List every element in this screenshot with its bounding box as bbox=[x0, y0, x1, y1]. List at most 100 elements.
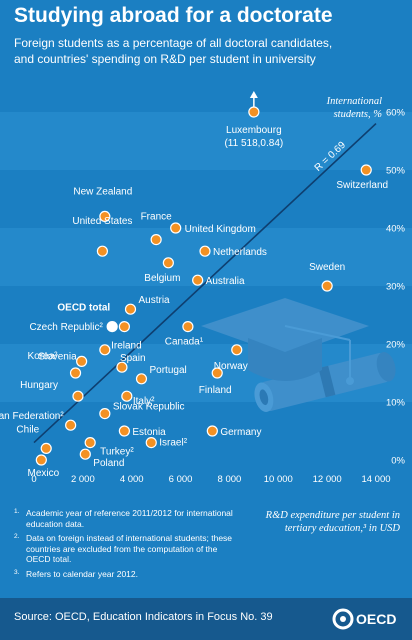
chart-band bbox=[0, 228, 412, 286]
point-10 bbox=[321, 280, 333, 292]
x-tick-label: 4 000 bbox=[120, 474, 144, 485]
point-label: Ireland bbox=[111, 341, 142, 352]
point-27 bbox=[118, 425, 130, 437]
point-31 bbox=[35, 454, 47, 466]
point-label: Estonia bbox=[132, 427, 166, 438]
x-tick-label: 12 000 bbox=[313, 474, 342, 485]
point-21 bbox=[76, 355, 88, 367]
point-label: Germany bbox=[220, 427, 261, 438]
point-1 bbox=[248, 106, 260, 118]
point-label: Israel² bbox=[159, 438, 187, 449]
oecd-logo-mark bbox=[332, 608, 354, 630]
points-layer: Luxembourg (11 518,0.84) Switzerland New Ze… bbox=[0, 91, 388, 479]
x-tick-label: 8 000 bbox=[218, 474, 242, 485]
y-tick-label: 0% bbox=[391, 456, 405, 467]
point-value-label: (11 518,0.84) bbox=[224, 138, 283, 149]
point-18 bbox=[231, 344, 243, 356]
point-label: Spain bbox=[120, 353, 146, 364]
point-13 bbox=[118, 321, 130, 333]
point-label: New Zealand bbox=[73, 186, 132, 197]
point-25 bbox=[99, 408, 111, 420]
footnote-text: Academic year of reference 2011/2012 for… bbox=[26, 508, 233, 529]
point-11 bbox=[124, 303, 137, 315]
point-label: France bbox=[141, 212, 173, 223]
point-24 bbox=[65, 419, 77, 431]
point-label: Chile bbox=[16, 424, 39, 435]
point-label: Portugal bbox=[149, 365, 186, 376]
point-12 bbox=[106, 321, 118, 333]
point-15 bbox=[99, 344, 111, 356]
footnote-1: 1. Academic year of reference 2011/2012 … bbox=[14, 508, 244, 529]
point-label: Australia bbox=[206, 276, 245, 287]
x-axis-title: R&D expenditure per student in tertiary … bbox=[265, 510, 400, 534]
point-label: Russian Federation² bbox=[0, 411, 64, 422]
point-label: Norway bbox=[214, 361, 248, 372]
point-label: Canada¹ bbox=[165, 337, 204, 348]
point-19 bbox=[211, 367, 223, 379]
point-2 bbox=[360, 164, 372, 176]
point-label: Italy² bbox=[133, 396, 155, 407]
subtitle-line-1: Foreign students as a percentage of all … bbox=[14, 36, 333, 50]
up-arrow-icon bbox=[249, 91, 258, 98]
footnote-3: 3. Refers to calendar year 2012. bbox=[14, 569, 244, 580]
trendline bbox=[33, 123, 377, 444]
point-label: Belgium bbox=[144, 273, 180, 284]
point-label: Slovenia bbox=[38, 351, 77, 362]
chart-decor bbox=[201, 298, 396, 412]
y-tick-label: 10% bbox=[386, 398, 406, 409]
footnote-text: Refers to calendar year 2012. bbox=[26, 568, 138, 579]
y-tick-label: 20% bbox=[386, 340, 406, 351]
point-5 bbox=[170, 222, 182, 234]
point-label: Austria bbox=[138, 295, 170, 306]
point-8 bbox=[162, 257, 174, 269]
footnotes: 1. Academic year of reference 2011/2012 … bbox=[14, 508, 244, 583]
point-label: Turkey² bbox=[100, 447, 134, 458]
x-tick-label: 6 000 bbox=[169, 474, 193, 485]
footnote-2: 2. Data on foreign instead of internatio… bbox=[14, 533, 244, 565]
point-14 bbox=[182, 321, 194, 333]
point-29 bbox=[145, 437, 157, 449]
oecd-logo-text: OECD bbox=[356, 611, 397, 627]
source-text: Source: OECD, Education Indicators in Fo… bbox=[14, 611, 273, 623]
point-label: Poland bbox=[93, 458, 124, 469]
point-20 bbox=[121, 390, 133, 402]
y-tick-label: 50% bbox=[386, 166, 406, 177]
point-9 bbox=[192, 274, 204, 286]
point-3 bbox=[99, 210, 111, 222]
point-label: Finland bbox=[199, 385, 232, 396]
point-label: United States bbox=[72, 216, 132, 227]
point-label: Hungary bbox=[20, 380, 58, 391]
y-axis-title-line: students, % bbox=[334, 109, 383, 120]
footnote-mark: 2. bbox=[14, 533, 20, 540]
point-22 bbox=[69, 367, 82, 379]
point-label: Slovak Republic bbox=[113, 402, 185, 413]
y-tick-label: 30% bbox=[386, 282, 406, 293]
chart-band bbox=[0, 112, 412, 170]
point-label: Netherlands bbox=[213, 247, 267, 258]
footnote-mark: 3. bbox=[14, 568, 20, 576]
y-axis-title-line: International bbox=[326, 96, 382, 107]
point-28 bbox=[206, 425, 218, 437]
x-tick-label: 14 000 bbox=[361, 474, 390, 485]
x-tick-label: 0 bbox=[31, 474, 36, 485]
point-label: Czech Republic² bbox=[29, 322, 103, 333]
point-label: Switzerland bbox=[336, 180, 388, 191]
point-30 bbox=[84, 437, 96, 449]
footnote-mark: 1. bbox=[14, 508, 20, 515]
footnote-text: Data on foreign instead of international… bbox=[26, 533, 233, 564]
point-label: Mexico bbox=[27, 468, 59, 479]
graduation-cap-icon bbox=[201, 298, 369, 385]
diploma-scroll-icon bbox=[254, 352, 396, 412]
point-6 bbox=[96, 245, 109, 257]
point-label: OECD total bbox=[57, 303, 110, 314]
point-16 bbox=[116, 361, 128, 373]
point-label: United Kingdom bbox=[185, 224, 256, 235]
point-label: Sweden bbox=[309, 262, 345, 273]
x-tick-label: 2 000 bbox=[71, 474, 95, 485]
chart-bands bbox=[0, 112, 412, 402]
oecd-logo[interactable]: OECD bbox=[332, 606, 398, 632]
point-7 bbox=[199, 245, 211, 257]
point-32 bbox=[79, 448, 91, 460]
